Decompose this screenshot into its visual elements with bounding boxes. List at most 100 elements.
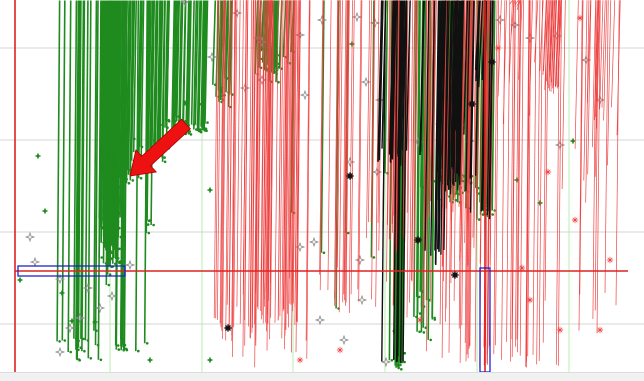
data-point (178, 0, 183, 135)
data-point (486, 0, 492, 216)
data-point (257, 0, 262, 310)
data-point (395, 0, 400, 253)
data-point (561, 0, 566, 190)
data-point (451, 271, 459, 279)
data-point (599, 0, 604, 110)
data-point (462, 0, 467, 125)
data-point (296, 356, 304, 364)
data-point (518, 0, 523, 80)
data-point (84, 0, 89, 341)
data-point (526, 296, 534, 304)
data-point-core (195, 128, 198, 131)
data-point (295, 0, 300, 353)
data-point (468, 100, 476, 108)
data-point (94, 302, 106, 314)
data-point (556, 326, 564, 334)
data-point (94, 0, 99, 346)
data-point (488, 58, 496, 66)
data-point (231, 0, 236, 336)
data-point-core (148, 358, 152, 362)
data-point (204, 0, 209, 123)
data-point (77, 0, 82, 348)
data-point (308, 236, 320, 248)
data-point (536, 0, 541, 365)
data-point-core (77, 358, 81, 361)
data-point (384, 0, 389, 174)
data-point (260, 0, 265, 312)
data-point (255, 0, 260, 346)
data-point-core (429, 338, 433, 342)
data-point-core (103, 158, 107, 162)
data-point-core (137, 349, 140, 353)
data-point-core (189, 133, 193, 136)
data-point (517, 0, 522, 353)
data-point (290, 0, 295, 213)
data-point (488, 0, 494, 220)
data-point-core (99, 358, 103, 362)
data-point (282, 0, 287, 312)
data-point (296, 0, 301, 323)
data-point (75, 0, 80, 341)
data-point-core (208, 358, 212, 362)
data-point (248, 0, 252, 327)
data-point (466, 0, 471, 267)
data-point (508, 0, 513, 84)
data-point (29, 256, 41, 268)
data-point (377, 0, 383, 162)
data-point (252, 0, 257, 328)
data-point (157, 0, 163, 155)
data-point (594, 0, 599, 311)
data-point (544, 0, 549, 90)
data-point (108, 0, 113, 267)
data-point-core (116, 344, 120, 347)
data-point (611, 0, 616, 108)
data-point (596, 326, 604, 334)
data-point (121, 0, 126, 346)
data-point (360, 76, 372, 88)
data-point (251, 0, 256, 333)
data-point (478, 0, 484, 88)
data-point (501, 0, 506, 360)
data-point-core (93, 320, 97, 324)
data-point (254, 0, 259, 368)
data-point-core (199, 130, 203, 134)
data-point (511, 0, 516, 340)
data-point (495, 0, 499, 346)
horizontal-scrollbar[interactable] (0, 372, 644, 381)
data-point-core (493, 209, 497, 212)
data-point (344, 0, 349, 301)
data-point (458, 0, 464, 176)
data-point (402, 0, 408, 362)
data-point (256, 74, 268, 86)
data-point (206, 51, 218, 63)
data-point (425, 0, 430, 352)
data-point (64, 322, 76, 334)
data-point-core (277, 80, 280, 84)
data-point (87, 0, 92, 359)
data-point (416, 316, 424, 324)
data-point-core (166, 126, 169, 129)
selection-box (479, 267, 491, 372)
data-point (54, 346, 66, 358)
data-point-core (148, 219, 151, 222)
data-point-core (117, 186, 121, 189)
data-point-core (113, 164, 116, 168)
data-point (233, 0, 238, 328)
data-point (463, 0, 469, 135)
data-point-core (112, 245, 115, 248)
data-point (82, 282, 94, 294)
data-point (260, 0, 265, 50)
data-point-core (174, 120, 177, 123)
data-point (179, 0, 191, 8)
data-point (527, 0, 532, 357)
data-point (378, 0, 384, 161)
data-point-core (163, 160, 167, 164)
data-point-core (163, 156, 166, 159)
data-point (285, 0, 290, 331)
data-point (388, 0, 394, 155)
data-point-core (147, 231, 151, 235)
scatter-plot-svg[interactable] (0, 0, 644, 372)
data-point-core (417, 295, 421, 299)
data-point (146, 0, 151, 221)
